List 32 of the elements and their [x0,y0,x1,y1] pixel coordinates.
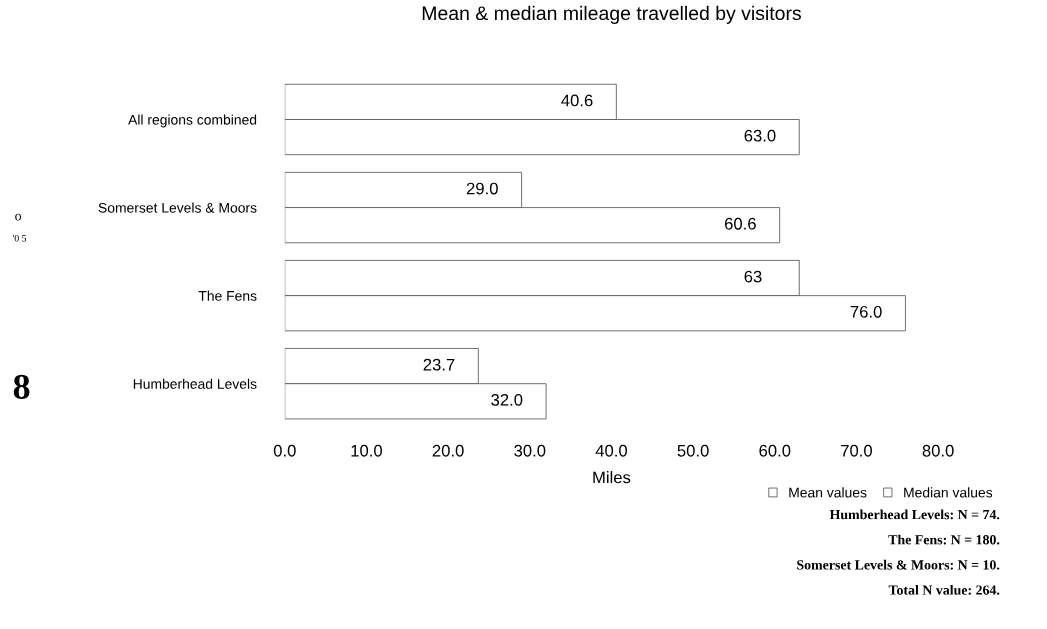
x-tick-label: 20.0 [432,444,464,457]
data-label: 63.0 [744,129,776,142]
x-axis-title: Miles [593,471,631,484]
text: o [15,213,22,221]
data-label: 63 [744,270,762,283]
y-tick-label: Humberhead Levels [133,378,257,389]
legend-label: Mean values [789,487,867,498]
text: 8 [13,374,30,400]
text: Somerset Levels & Moors: N = 10. [797,559,1000,570]
x-tick-label: 50.0 [677,444,709,457]
y-tick-label: Somerset Levels & Moors [98,202,257,213]
text: Humberhead Levels: N = 74. [829,509,1000,520]
x-tick-label: 60.0 [759,444,791,457]
x-tick-label: 80.0 [922,444,954,457]
data-label: 29.0 [466,182,498,195]
y-tick-label: All regions combined [128,114,257,128]
x-tick-label: 40.0 [595,444,628,457]
data-label: 76.0 [850,305,882,318]
text: The Fens: N = 180. [888,534,1000,545]
data-label: 40.6 [561,94,593,107]
data-label: 60.6 [724,217,756,230]
text: Total N value: 264. [888,584,1000,595]
x-tick-label: 70.0 [841,444,873,457]
data-label: 32.0 [491,393,523,406]
legend-label: Median values [904,487,993,498]
text: '0 5 [12,234,27,242]
x-tick-label: 30.0 [514,444,546,457]
data-label: 23.7 [423,358,455,371]
x-tick-label: 0.0 [273,444,296,457]
chart-title: Mean & median mileage travelled by visitors [422,5,801,24]
x-tick-label: 10.0 [351,444,383,457]
y-tick-label: The Fens [198,290,257,301]
